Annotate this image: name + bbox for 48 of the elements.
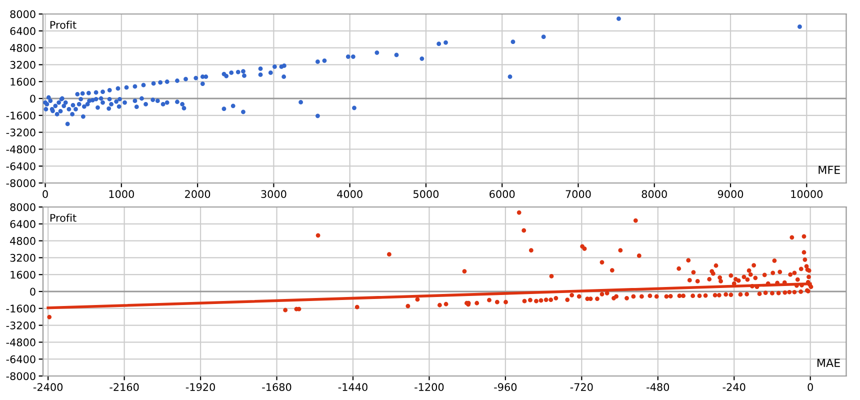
x-tick-label: 9000 — [718, 190, 744, 198]
x-tick-label: 4000 — [337, 190, 362, 198]
x-tick-label: -1200 — [414, 383, 444, 392]
x-axis-title: MAE — [818, 358, 840, 367]
y-tick-label: 3200 — [10, 60, 36, 69]
x-tick-label: 6000 — [490, 190, 515, 198]
y-tick-label: -4800 — [6, 338, 36, 346]
y-tick-label: -1600 — [6, 112, 36, 120]
y-tick-label: -3200 — [6, 128, 36, 136]
y-tick-label: -8000 — [6, 179, 36, 188]
x-axis-title: MFE — [818, 166, 840, 174]
y-tick-label: 1600 — [10, 78, 36, 86]
y-tick-label: -6400 — [6, 355, 36, 364]
y-tick-label: -4800 — [6, 145, 36, 154]
y-tick-label: 8000 — [10, 10, 36, 18]
y-tick-label: -1600 — [6, 304, 36, 313]
y-tick-label: -6400 — [6, 162, 36, 170]
x-tick-label: 2000 — [185, 190, 210, 198]
x-tick-label: 8000 — [642, 190, 667, 198]
x-tick-label: 0 — [42, 190, 48, 198]
x-tick-label: 10000 — [791, 190, 823, 198]
y-tick-label: -3200 — [6, 322, 36, 330]
x-tick-label: -960 — [494, 383, 517, 392]
x-tick-label: 0 — [808, 383, 813, 392]
x-tick-label: -1440 — [338, 383, 368, 392]
x-tick-label: -720 — [570, 383, 593, 392]
x-tick-label: -240 — [722, 383, 746, 392]
y-axis-title: Profit — [50, 20, 76, 29]
y-tick-label: 4800 — [10, 44, 36, 52]
y-tick-label: 8000 — [10, 203, 36, 212]
y-tick-label: 3200 — [10, 254, 36, 262]
y-tick-label: 0 — [30, 288, 36, 296]
y-tick-label: 6400 — [10, 220, 36, 228]
x-tick-label: 5000 — [414, 190, 439, 198]
y-tick-label: 1600 — [10, 270, 36, 279]
y-tick-label: 0 — [30, 94, 36, 103]
x-tick-label: -480 — [646, 383, 670, 392]
x-tick-label: -2160 — [110, 383, 139, 392]
x-tick-label: -1920 — [186, 383, 215, 392]
x-tick-label: 7000 — [566, 190, 591, 198]
y-tick-label: -8000 — [6, 372, 36, 380]
x-tick-label: -2400 — [33, 383, 63, 392]
y-axis-title: Profit — [50, 214, 76, 222]
x-tick-label: -1680 — [262, 383, 292, 392]
y-tick-label: 6400 — [10, 27, 36, 36]
x-tick-label: 3000 — [261, 190, 286, 198]
x-tick-label: 1000 — [109, 190, 134, 198]
y-tick-label: 4800 — [10, 237, 36, 245]
